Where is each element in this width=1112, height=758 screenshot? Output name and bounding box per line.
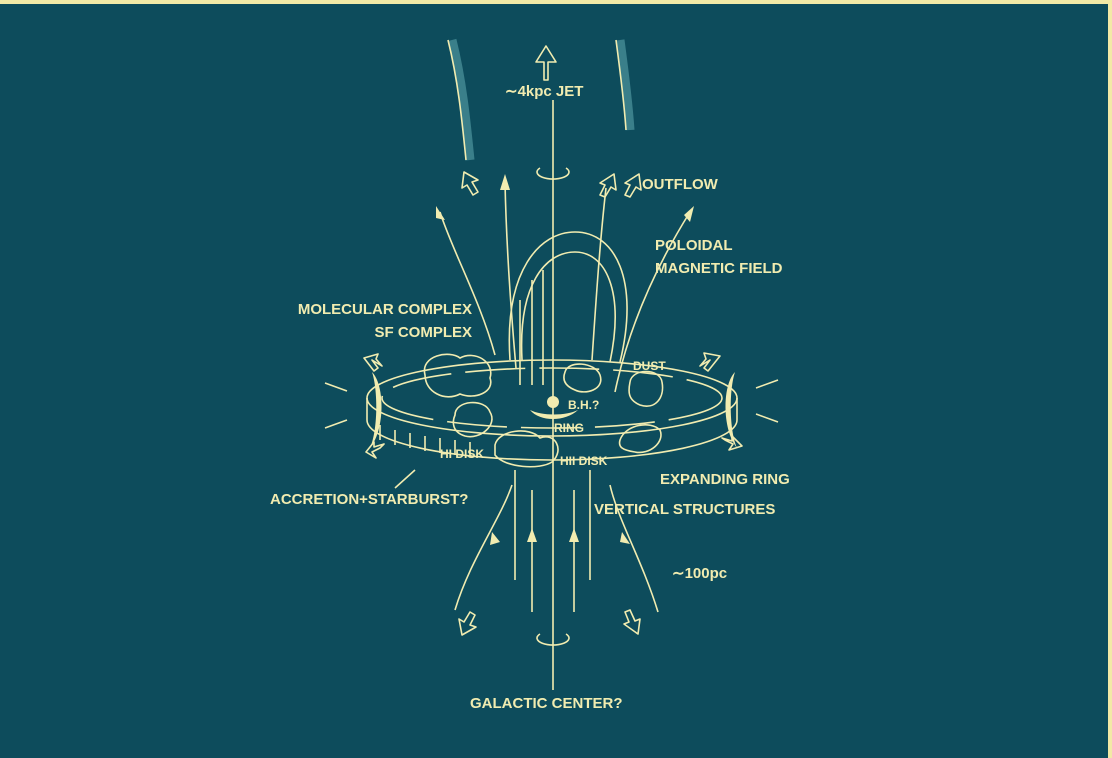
expanding-ring-label: EXPANDING RING [660,471,790,488]
ring-label: RING [554,421,584,435]
poloidal-label: MAGNETIC FIELD [655,260,783,277]
black-hole-label: B.H.? [568,398,599,412]
galactic-center-label: GALACTIC CENTER? [470,695,623,712]
accretion-label: ACCRETION+STARBURST? [270,491,468,508]
hii-disk-label: HII DISK [560,454,608,468]
molecular-label: SF COMPLEX [374,324,472,341]
outflow-label: OUTFLOW [642,176,719,193]
jet-label: ∼4kpc JET [505,83,583,100]
dust-label: DUST [633,359,666,373]
poloidal-label: POLOIDAL [655,237,733,254]
hi-disk-label: HI DISK [440,447,484,461]
vertical-label: VERTICAL STRUCTURES [594,501,775,518]
scale-label: ∼100pc [672,565,727,582]
diagram: ∼4kpc JET OUTFLOW POLOIDAL MAGNETIC FIEL… [0,0,1112,758]
molecular-label: MOLECULAR COMPLEX [298,301,472,318]
